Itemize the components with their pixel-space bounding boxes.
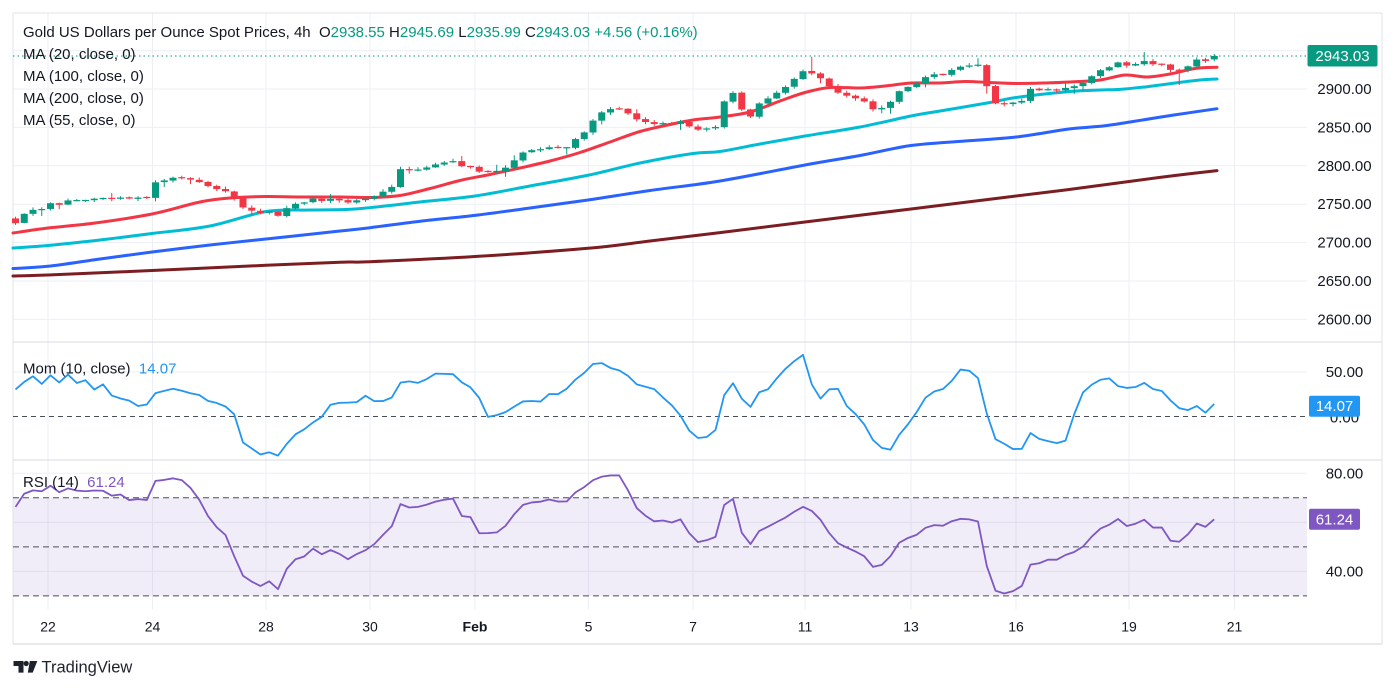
svg-text:7: 7 bbox=[689, 619, 697, 635]
svg-text:40.00: 40.00 bbox=[1326, 563, 1364, 580]
svg-text:MA (55, close, 0): MA (55, close, 0) bbox=[23, 112, 136, 129]
svg-text:MA (200, close, 0): MA (200, close, 0) bbox=[23, 90, 144, 107]
svg-text:14.07: 14.07 bbox=[1316, 398, 1354, 415]
svg-text:Mom (10, close) 14.07: Mom (10, close) 14.07 bbox=[23, 361, 176, 378]
svg-text:2750.00: 2750.00 bbox=[1317, 196, 1371, 213]
svg-text:16: 16 bbox=[1008, 619, 1024, 635]
svg-text:Feb: Feb bbox=[463, 619, 488, 635]
svg-text:TradingView: TradingView bbox=[42, 659, 133, 677]
svg-text:2850.00: 2850.00 bbox=[1317, 119, 1371, 136]
svg-text:61.24: 61.24 bbox=[1316, 511, 1354, 528]
svg-text:2800.00: 2800.00 bbox=[1317, 158, 1371, 175]
svg-text:30: 30 bbox=[362, 619, 378, 635]
svg-text:2900.00: 2900.00 bbox=[1317, 81, 1371, 98]
svg-text:2700.00: 2700.00 bbox=[1317, 235, 1371, 252]
svg-text:RSI (14) 61.24: RSI (14) 61.24 bbox=[23, 474, 125, 491]
svg-text:MA (20, close, 0): MA (20, close, 0) bbox=[23, 46, 136, 63]
svg-text:2650.00: 2650.00 bbox=[1317, 273, 1371, 290]
svg-text:24: 24 bbox=[145, 619, 161, 635]
svg-text:21: 21 bbox=[1227, 619, 1243, 635]
svg-text:19: 19 bbox=[1121, 619, 1137, 635]
svg-text:80.00: 80.00 bbox=[1326, 465, 1364, 482]
svg-text:Gold US Dollars per Ounce Spot: Gold US Dollars per Ounce Spot Prices, 4… bbox=[23, 24, 698, 41]
svg-text:2943.03: 2943.03 bbox=[1315, 48, 1369, 65]
svg-text:22: 22 bbox=[40, 619, 56, 635]
svg-text:2600.00: 2600.00 bbox=[1317, 311, 1371, 328]
svg-text:11: 11 bbox=[798, 619, 813, 635]
svg-text:MA (100, close, 0): MA (100, close, 0) bbox=[23, 68, 144, 85]
svg-text:5: 5 bbox=[585, 619, 593, 635]
svg-text:50.00: 50.00 bbox=[1326, 364, 1364, 381]
svg-text:28: 28 bbox=[258, 619, 274, 635]
svg-text:13: 13 bbox=[903, 619, 919, 635]
